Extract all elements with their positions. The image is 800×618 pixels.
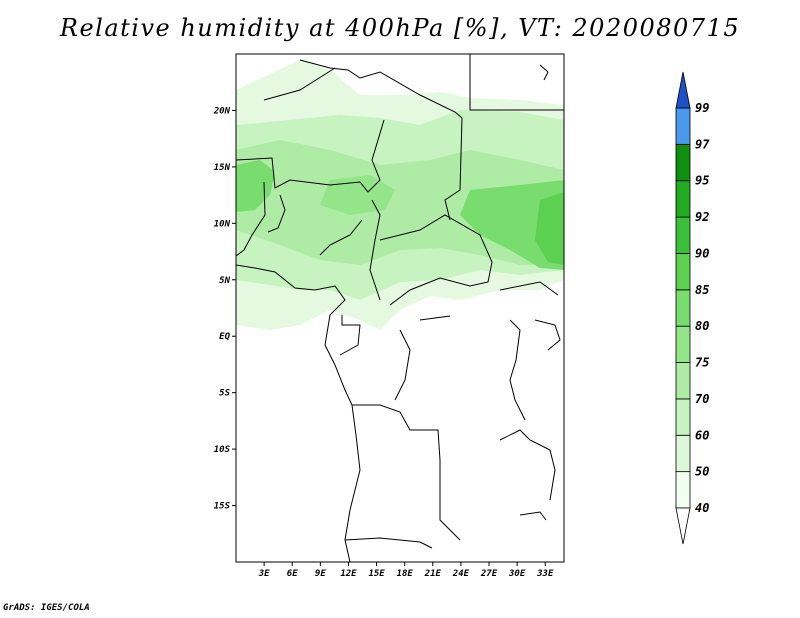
lat-tick-label: 15N <box>214 163 231 173</box>
colorbar-box <box>675 362 691 400</box>
colorbar-box <box>675 325 691 363</box>
lat-tick-label: 5N <box>219 276 230 286</box>
lon-tick-label: 27E <box>480 569 498 579</box>
lat-tick-label: 10S <box>214 445 231 455</box>
colorbar-label: 60 <box>695 428 709 442</box>
colorbar-label: 90 <box>695 246 709 260</box>
longitude-axis: 3E 6E 9E 12E 15E 18E 21E 24E 27E 30E 33E <box>258 562 554 579</box>
colorbar-label: 92 <box>695 210 709 224</box>
colorbar-over-triangle <box>675 71 691 109</box>
lat-tick-label: 20N <box>213 106 231 116</box>
lon-tick-label: 18E <box>397 569 414 579</box>
colorbar-label: 70 <box>695 392 709 406</box>
colorbar-box <box>675 107 691 145</box>
lon-tick-label: 30E <box>508 569 526 579</box>
map-frame <box>235 53 565 563</box>
colorbar-label: 85 <box>695 283 709 297</box>
colorbar-label: 75 <box>695 356 709 370</box>
colorbar-box <box>675 180 691 218</box>
credit-label: GrADS: IGES/COLA <box>3 603 90 613</box>
lon-tick-label: 21E <box>424 569 442 579</box>
colorbar-label: 40 <box>695 501 709 515</box>
humidity-region-central-wet <box>320 175 395 215</box>
lat-tick-label: 10N <box>214 219 231 229</box>
colorbar-label: 80 <box>695 319 709 333</box>
colorbar-label: 97 <box>695 137 710 151</box>
humidity-region-west-wet <box>236 160 275 212</box>
lon-tick-label: 6E <box>287 569 298 579</box>
lat-tick-label: EQ <box>219 332 230 342</box>
colorbar-box <box>675 398 691 436</box>
lon-tick-label: 15E <box>368 569 385 579</box>
colorbar: 40 50 60 70 75 80 85 90 92 95 97 99 <box>675 71 710 545</box>
colorbar-label: 99 <box>695 101 709 115</box>
colorbar-box <box>675 289 691 327</box>
country-borders <box>236 54 564 562</box>
colorbar-box <box>675 253 691 291</box>
humidity-region-east-wetter <box>535 192 564 265</box>
colorbar-box <box>675 216 691 254</box>
colorbar-box <box>675 143 691 182</box>
latitude-axis: 20N 15N 10N 5N EQ 5S 10S 15S <box>213 106 236 512</box>
colorbar-under-triangle <box>675 507 691 545</box>
colorbar-label: 50 <box>695 465 709 479</box>
lat-tick-label: 15S <box>214 502 231 512</box>
colorbar-box <box>675 434 691 473</box>
humidity-region-east-wet <box>460 180 564 270</box>
lon-tick-label: 33E <box>536 569 554 579</box>
lon-tick-label: 12E <box>340 569 357 579</box>
lat-tick-label: 5S <box>219 389 230 399</box>
lon-tick-label: 9E <box>315 569 326 579</box>
humidity-shading <box>236 60 564 330</box>
lon-tick-label: 24E <box>452 569 470 579</box>
map-title: Relative humidity at 400hPa [%], VT: 202… <box>59 14 741 42</box>
colorbar-label: 95 <box>695 174 709 188</box>
colorbar-box <box>675 471 691 509</box>
lon-tick-label: 3E <box>258 569 270 579</box>
